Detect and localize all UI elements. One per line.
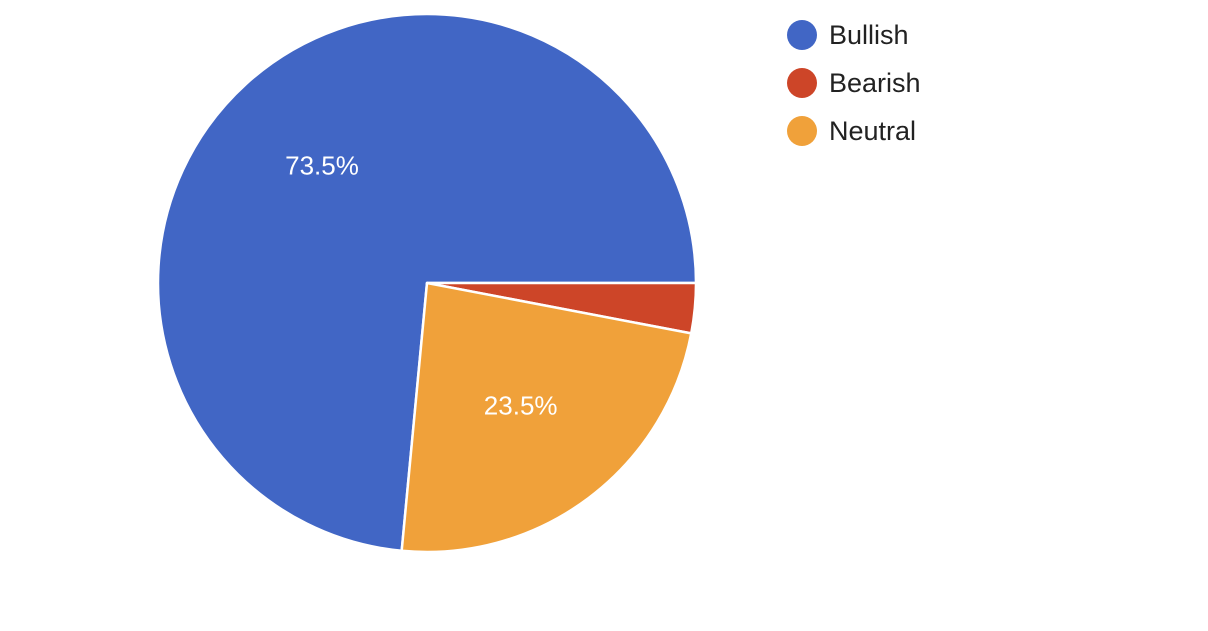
pie-slices <box>156 12 698 554</box>
legend-label-bearish: Bearish <box>829 67 921 98</box>
legend: Bullish Bearish Neutral <box>787 11 921 155</box>
pie-slice-neutral[interactable] <box>400 281 693 554</box>
slice-labels: 73.5% 23.5% <box>285 150 557 420</box>
legend-item-bullish[interactable]: Bullish <box>787 11 921 59</box>
legend-item-neutral[interactable]: Neutral <box>787 107 921 155</box>
slice-label-bullish: 73.5% <box>285 150 359 180</box>
legend-label-bullish: Bullish <box>829 19 909 50</box>
legend-swatch-bearish <box>787 68 817 98</box>
legend-item-bearish[interactable]: Bearish <box>787 59 921 107</box>
legend-label-neutral: Neutral <box>829 115 917 146</box>
legend-swatch-bullish <box>787 20 817 50</box>
legend-swatch-neutral <box>787 116 817 146</box>
slice-label-neutral: 23.5% <box>484 391 558 421</box>
